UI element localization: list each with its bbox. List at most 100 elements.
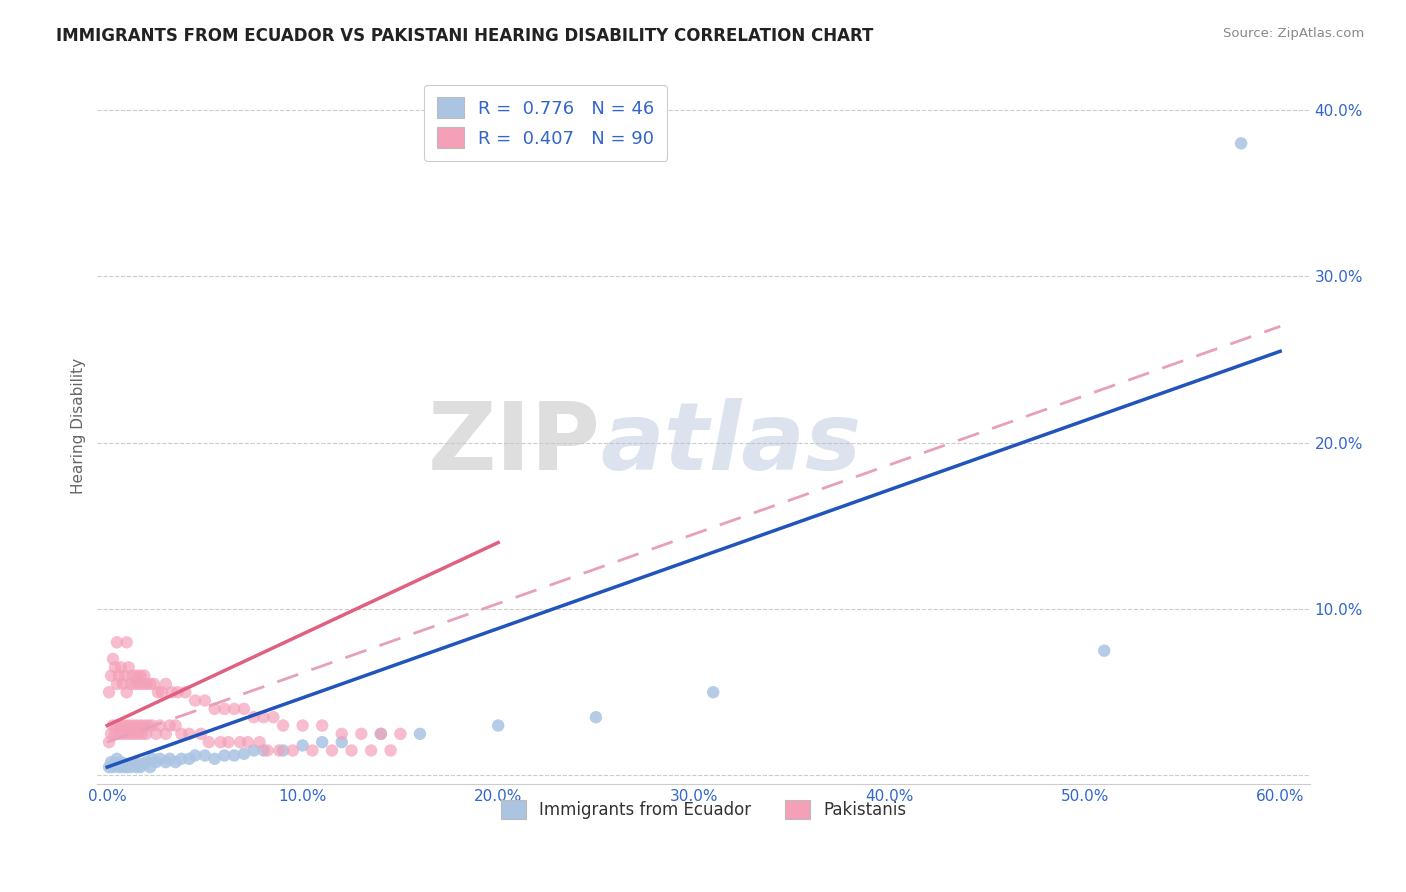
Point — [179, 727, 201, 741]
Point — [131, 677, 153, 691]
Point — [108, 760, 131, 774]
Point — [271, 718, 294, 732]
Point — [256, 743, 278, 757]
Point — [291, 739, 314, 753]
Point — [370, 727, 392, 741]
Point — [311, 735, 333, 749]
Point — [350, 727, 373, 741]
Point — [134, 756, 156, 771]
Point — [104, 660, 127, 674]
Point — [121, 756, 143, 771]
Point — [134, 668, 156, 682]
Point — [143, 677, 166, 691]
Y-axis label: Hearing Disability: Hearing Disability — [72, 358, 86, 494]
Point — [100, 755, 122, 769]
Point — [233, 747, 256, 761]
Point — [370, 727, 392, 741]
Point — [155, 677, 177, 691]
Point — [170, 727, 193, 741]
Point — [380, 743, 402, 757]
Point — [98, 735, 121, 749]
Point — [190, 727, 212, 741]
Point — [224, 748, 246, 763]
Point — [121, 668, 143, 682]
Point — [149, 752, 172, 766]
Point — [139, 760, 162, 774]
Point — [131, 727, 153, 741]
Point — [224, 702, 246, 716]
Point — [111, 760, 134, 774]
Point — [184, 748, 207, 763]
Point — [100, 668, 122, 682]
Point — [127, 677, 149, 691]
Point — [281, 743, 304, 757]
Point — [165, 755, 187, 769]
Point — [114, 718, 136, 732]
Point — [360, 743, 382, 757]
Point — [105, 752, 128, 766]
Point — [194, 693, 217, 707]
Point — [135, 677, 157, 691]
Point — [127, 727, 149, 741]
Point — [98, 685, 121, 699]
Point — [101, 718, 124, 732]
Point — [124, 727, 146, 741]
Point — [242, 743, 264, 757]
Point — [117, 756, 139, 771]
Point — [124, 677, 146, 691]
Point — [321, 743, 343, 757]
Point — [141, 718, 163, 732]
Text: Source: ZipAtlas.com: Source: ZipAtlas.com — [1223, 27, 1364, 40]
Point — [111, 677, 134, 691]
Point — [111, 727, 134, 741]
Point — [129, 760, 152, 774]
Point — [108, 668, 131, 682]
Point — [389, 727, 412, 741]
Point — [311, 718, 333, 732]
Point — [129, 668, 152, 682]
Point — [110, 755, 132, 769]
Point — [101, 652, 124, 666]
Point — [104, 756, 127, 771]
Point — [179, 752, 201, 766]
Point — [134, 718, 156, 732]
Point — [149, 718, 172, 732]
Point — [271, 743, 294, 757]
Point — [159, 718, 181, 732]
Legend: Immigrants from Ecuador, Pakistanis: Immigrants from Ecuador, Pakistanis — [494, 793, 912, 825]
Point — [127, 756, 149, 771]
Point — [114, 668, 136, 682]
Point — [217, 735, 239, 749]
Point — [120, 727, 142, 741]
Point — [125, 668, 148, 682]
Point — [105, 635, 128, 649]
Point — [242, 710, 264, 724]
Point — [108, 727, 131, 741]
Text: ZIP: ZIP — [427, 398, 600, 490]
Point — [330, 727, 353, 741]
Point — [249, 735, 271, 749]
Point — [105, 718, 128, 732]
Point — [165, 718, 187, 732]
Point — [135, 755, 157, 769]
Point — [115, 685, 138, 699]
Point — [105, 677, 128, 691]
Point — [409, 727, 432, 741]
Point — [125, 760, 148, 774]
Point — [141, 752, 163, 766]
Point — [115, 727, 138, 741]
Point — [100, 727, 122, 741]
Point — [330, 735, 353, 749]
Point — [194, 748, 217, 763]
Point — [301, 743, 323, 757]
Point — [160, 685, 183, 699]
Point — [136, 718, 159, 732]
Point — [170, 752, 193, 766]
Point — [229, 735, 252, 749]
Point — [104, 727, 127, 741]
Point — [174, 685, 197, 699]
Point — [150, 685, 173, 699]
Point — [184, 693, 207, 707]
Point — [214, 702, 236, 716]
Point — [145, 755, 167, 769]
